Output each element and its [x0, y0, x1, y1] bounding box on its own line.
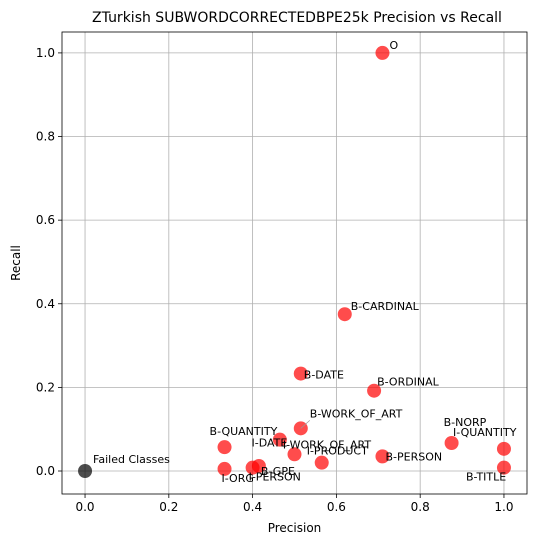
y-tick-label: 0.2: [36, 380, 55, 394]
y-tick-label: 1.0: [36, 46, 55, 60]
x-axis-label: Precision: [268, 521, 322, 535]
point-label: B-WORK_OF_ART: [310, 407, 403, 420]
label-leader-line: [300, 420, 311, 429]
point-labels: Failed Classes O B-CARDINAL B-DATE B-ORDINAL…: [93, 39, 517, 485]
point-label: B-NORP: [444, 416, 487, 429]
point-label: B-DATE: [304, 369, 344, 382]
data-point: [496, 460, 511, 475]
data-point: [375, 45, 390, 60]
data-point: [367, 383, 382, 398]
point-label: B-GPE: [261, 465, 295, 478]
point-label: B-PERSON: [385, 450, 442, 463]
failed-class-point: [78, 464, 93, 479]
data-point: [337, 307, 352, 322]
point-label: I-QUANTITY: [453, 426, 517, 439]
data-point: [444, 435, 459, 450]
point-label: B-CARDINAL: [351, 300, 420, 313]
x-tick-label: 1.0: [494, 500, 513, 514]
point-label: I-DATE: [252, 436, 288, 449]
plot-frame: [61, 31, 528, 495]
data-point: [314, 455, 329, 470]
point-label: I-ORG: [222, 472, 254, 485]
data-point: [217, 440, 232, 455]
grid: [62, 32, 527, 494]
y-tick-label: 0.0: [36, 464, 55, 478]
point-label: B-QUANTITY: [210, 425, 278, 438]
y-tick-label: 0.4: [36, 297, 55, 311]
x-tick-label: 0.8: [411, 500, 430, 514]
point-label: B-TITLE: [466, 471, 506, 484]
y-tick-label: 0.6: [36, 213, 55, 227]
chart-title: ZTurkish SUBWORDCORRECTEDBPE25k Precisio…: [92, 10, 502, 26]
point-label: I-WORK_OF_ART: [283, 439, 372, 452]
point-label: I-PRODUCT: [307, 445, 368, 458]
point-label: B-ORDINAL: [377, 376, 440, 389]
data-point: [217, 461, 232, 476]
data-point: [287, 447, 302, 462]
data-point: [496, 441, 511, 456]
y-axis-label: Recall: [9, 245, 23, 281]
axis-ticks: 0.0 0.2 0.4 0.6 0.8 1.0 0.0 0.2 0.4 0.6 0.8 1.0: [36, 46, 514, 514]
x-tick-label: 0.0: [75, 500, 94, 514]
x-tick-label: 0.2: [159, 500, 178, 514]
x-tick-label: 0.6: [327, 500, 346, 514]
point-label: O: [389, 39, 398, 52]
data-point: [272, 432, 287, 447]
data-points: [78, 45, 511, 479]
point-label: I-PERSON: [249, 471, 301, 484]
data-point: [245, 460, 260, 475]
x-tick-label: 0.4: [243, 500, 262, 514]
y-tick-label: 0.8: [36, 130, 55, 144]
data-point: [375, 449, 390, 464]
data-point: [293, 366, 308, 381]
failed-classes-label: Failed Classes: [93, 453, 170, 466]
